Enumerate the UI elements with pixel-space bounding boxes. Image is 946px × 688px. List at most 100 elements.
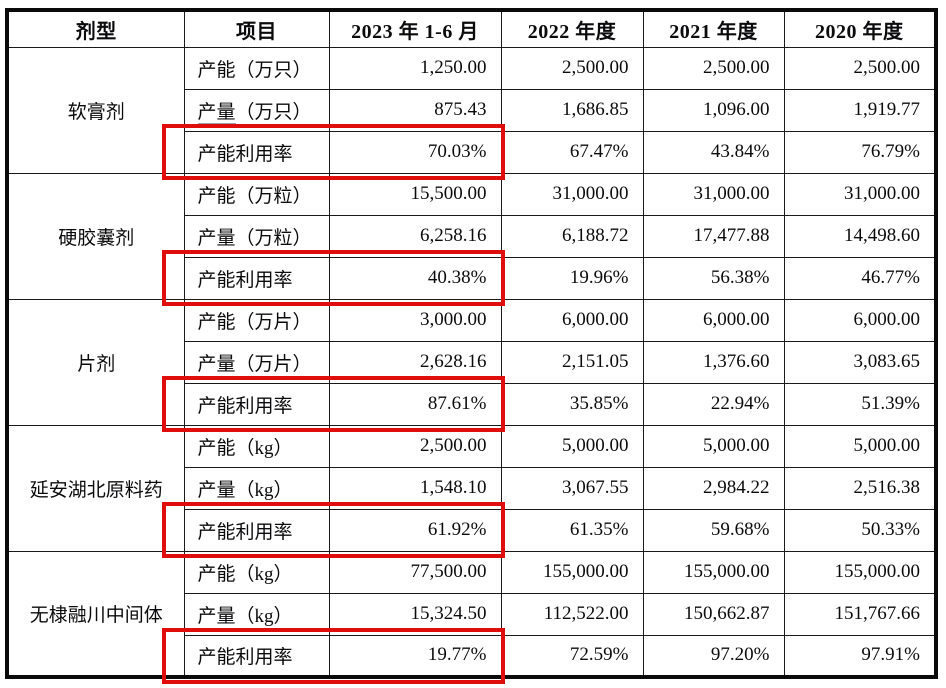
column-header-5: 2020 年度: [783, 9, 937, 48]
value-cell: 61.92%: [328, 508, 502, 552]
value-cell: 31,000.00: [783, 172, 937, 216]
value-cell: 14,498.60: [783, 214, 937, 258]
column-header-0: 剂型: [6, 9, 185, 48]
value-cell: 51.39%: [783, 382, 937, 426]
capacity-utilization-table: 剂型 项目 2023 年 1-6 月 2022 年度 2021 年度 2020 年度 软膏…: [5, 8, 938, 679]
value-cell: 97.20%: [642, 634, 785, 678]
column-header-2: 2023 年 1-6 月: [328, 9, 502, 48]
value-cell: 15,500.00: [328, 172, 502, 216]
value-cell: 6,258.16: [328, 214, 502, 258]
item-cell: 产能利用率: [183, 634, 330, 678]
table-row: 产能利用率 40.38% 19.96% 56.38% 46.77%: [7, 256, 937, 300]
value-cell: 2,500.00: [642, 46, 785, 90]
item-cell: 产量（万粒）: [183, 214, 330, 258]
table-row: 延安湖北原料药 产能（kg） 2,500.00 5,000.00 5,000.00 5,0…: [6, 424, 937, 552]
item-cell: 产能（万只）: [183, 46, 330, 90]
item-cell: 产量（kg）: [183, 592, 330, 636]
value-cell: 155,000.00: [642, 550, 785, 594]
table-row: 产量（万只） 875.43 1,686.85 1,096.00 1,919.77: [7, 88, 937, 132]
value-cell: 2,500.00: [500, 46, 644, 90]
category-cell-0: 软膏剂: [6, 46, 185, 174]
category-cell-3: 延安湖北原料药: [6, 424, 185, 552]
value-cell: 72.59%: [500, 634, 644, 678]
value-cell: 5,000.00: [642, 424, 785, 468]
item-cell: 产能利用率: [183, 130, 330, 174]
table-row: 产能利用率 19.77% 72.59% 97.20% 97.91%: [7, 634, 937, 678]
value-cell: 2,500.00: [328, 424, 502, 468]
value-cell: 15,324.50: [328, 592, 502, 636]
value-cell: 3,000.00: [328, 298, 502, 342]
value-cell: 31,000.00: [642, 172, 785, 216]
value-cell: 40.38%: [328, 256, 502, 300]
table-row: 无棣融川中间体 产能（kg） 77,500.00 155,000.00 155,000.…: [6, 550, 937, 678]
value-cell: 77,500.00: [328, 550, 502, 594]
column-header-3: 2022 年度: [500, 9, 644, 48]
value-cell: 1,686.85: [500, 88, 644, 132]
underlined-text: 产量: [197, 101, 236, 125]
value-cell: 5,000.00: [500, 424, 644, 468]
value-cell: 3,067.55: [500, 466, 644, 510]
value-cell: 19.96%: [500, 256, 644, 300]
value-cell: 31,000.00: [500, 172, 644, 216]
value-cell: 6,000.00: [500, 298, 644, 342]
value-cell: 61.35%: [500, 508, 644, 552]
table-row: 片剂 产能（万片） 3,000.00 6,000.00 6,000.00 6,000.00: [6, 298, 937, 426]
value-cell: 150,662.87: [642, 592, 785, 636]
value-cell: 2,984.22: [642, 466, 785, 510]
column-header-4: 2021 年度: [642, 9, 785, 48]
table-header: 剂型 项目 2023 年 1-6 月 2022 年度 2021 年度 2020 年度: [6, 9, 937, 48]
item-cell: 产能利用率: [183, 508, 330, 552]
table-row: 产能利用率 87.61% 35.85% 22.94% 51.39%: [7, 382, 937, 426]
value-cell: 155,000.00: [500, 550, 644, 594]
column-header-1: 项目: [183, 9, 330, 48]
value-cell: 1,919.77: [783, 88, 937, 132]
value-cell: 155,000.00: [783, 550, 937, 594]
item-cell: 产能利用率: [183, 256, 330, 300]
value-cell: 46.77%: [783, 256, 937, 300]
value-cell: 17,477.88: [642, 214, 785, 258]
item-cell: 产能（kg）: [183, 424, 330, 468]
item-cell: 产量（kg）: [183, 466, 330, 510]
value-cell: 1,250.00: [328, 46, 502, 90]
table-row: 产量（万片） 2,628.16 2,151.05 1,376.60 3,083.65: [7, 340, 937, 384]
value-cell: 1,096.00: [642, 88, 785, 132]
value-cell: 2,628.16: [328, 340, 502, 384]
value-cell: 3,083.65: [783, 340, 937, 384]
value-cell: 22.94%: [642, 382, 785, 426]
value-cell: 112,522.00: [500, 592, 644, 636]
table-row: 硬胶囊剂 产能（万粒） 15,500.00 31,000.00 31,000.00 31,…: [6, 172, 937, 300]
value-cell: 76.79%: [783, 130, 937, 174]
value-cell: 151,767.66: [783, 592, 937, 636]
value-cell: 59.68%: [642, 508, 785, 552]
value-cell: 43.84%: [642, 130, 785, 174]
value-cell: 19.77%: [328, 634, 502, 678]
category-cell-4: 无棣融川中间体: [6, 550, 185, 678]
value-cell: 35.85%: [500, 382, 644, 426]
category-cell-1: 硬胶囊剂: [6, 172, 185, 300]
value-cell: 2,516.38: [783, 466, 937, 510]
value-cell: 56.38%: [642, 256, 785, 300]
category-cell-2: 片剂: [6, 298, 185, 426]
item-cell: 产能（万片）: [183, 298, 330, 342]
table-body: 软膏剂 产能（万只） 1,250.00 2,500.00 2,500.00 2,500.0…: [6, 46, 937, 678]
value-cell: 70.03%: [328, 130, 502, 174]
value-cell: 50.33%: [783, 508, 937, 552]
value-cell: 6,188.72: [500, 214, 644, 258]
value-cell: 67.47%: [500, 130, 644, 174]
item-cell: 产能（kg）: [183, 550, 330, 594]
item-cell: 产量（万片）: [183, 340, 330, 384]
item-cell: 产能利用率: [183, 382, 330, 426]
value-cell: 6,000.00: [783, 298, 937, 342]
value-cell: 1,548.10: [328, 466, 502, 510]
value-cell: 2,151.05: [500, 340, 644, 384]
value-cell: 5,000.00: [783, 424, 937, 468]
value-cell: 2,500.00: [783, 46, 937, 90]
item-cell: 产能（万粒）: [183, 172, 330, 216]
table-row: 软膏剂 产能（万只） 1,250.00 2,500.00 2,500.00 2,500.0…: [6, 46, 937, 174]
item-cell: 产量（万只）: [183, 88, 330, 132]
value-cell: 97.91%: [783, 634, 937, 678]
value-cell: 1,376.60: [642, 340, 785, 384]
value-cell: 875.43: [328, 88, 502, 132]
value-cell: 87.61%: [328, 382, 502, 426]
